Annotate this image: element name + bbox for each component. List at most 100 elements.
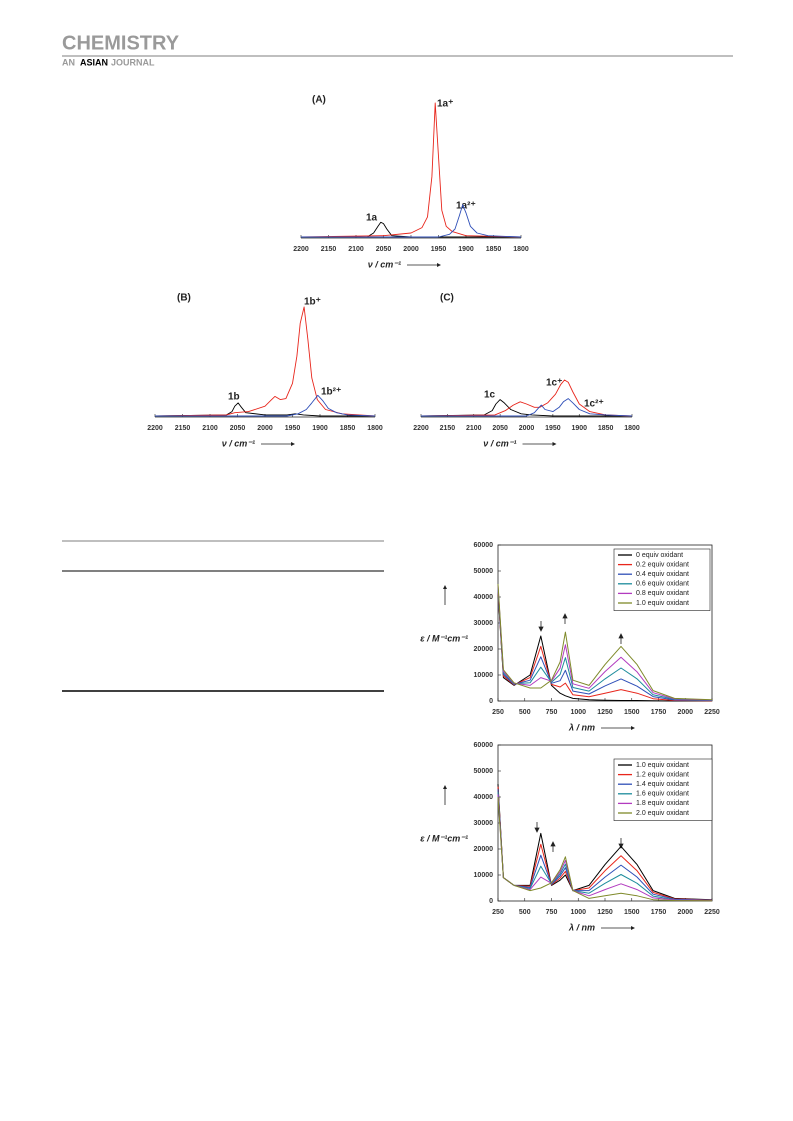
x-tick-label: 1900 <box>312 425 328 432</box>
y-tick-label: 20000 <box>474 646 494 653</box>
y-axis-label: ε / M⁻¹cm⁻¹ <box>420 833 468 843</box>
x-tick-label: 750 <box>546 709 558 716</box>
x-tick-label: 2000 <box>519 425 535 432</box>
legend-label: 0.2 equiv oxidant <box>636 561 689 568</box>
x-tick-label: 1800 <box>367 425 383 432</box>
legend-label: 1.4 equiv oxidant <box>636 781 689 788</box>
x-axis-label: λ / nm <box>568 922 595 932</box>
x-tick-label: 1850 <box>598 425 614 432</box>
y-tick-label: 40000 <box>474 594 494 601</box>
spectrum-line <box>420 399 632 417</box>
y-tick-label: 40000 <box>474 794 494 801</box>
legend-label: 0.8 equiv oxidant <box>636 590 689 597</box>
peak-label: 1a <box>366 213 378 224</box>
x-tick-label: 1800 <box>513 246 529 253</box>
x-axis-label: ν / cm⁻¹ <box>483 438 516 448</box>
journal-title: CHEMISTRY <box>62 32 180 54</box>
x-tick-label: 1750 <box>651 909 667 916</box>
spectrum-line <box>155 394 376 417</box>
x-tick-label: 1250 <box>597 709 613 716</box>
label-arrow-head <box>443 585 447 589</box>
x-tick-label: 2000 <box>403 246 419 253</box>
x-tick-label: 500 <box>519 909 531 916</box>
y-tick-label: 50000 <box>474 568 494 575</box>
x-tick-label: 2050 <box>230 425 246 432</box>
x-tick-label: 1750 <box>651 709 667 716</box>
legend-label: 2.0 equiv oxidant <box>636 810 689 817</box>
journal-sub: JOURNAL <box>111 57 155 67</box>
peak-label: 1c <box>484 390 496 401</box>
journal-sub: AN <box>62 57 75 67</box>
x-tick-label: 250 <box>492 709 504 716</box>
x-tick-label: 1850 <box>340 425 356 432</box>
x-tick-label: 2150 <box>175 425 191 432</box>
y-tick-label: 10000 <box>474 672 494 679</box>
spectrum-line <box>497 583 713 701</box>
x-tick-label: 2000 <box>257 425 273 432</box>
spectrum-line <box>497 585 713 701</box>
label-arrow-head <box>291 442 295 446</box>
x-tick-label: 1000 <box>570 909 586 916</box>
y-tick-label: 30000 <box>474 620 494 627</box>
x-tick-label: 2100 <box>202 425 218 432</box>
legend-box <box>613 548 711 611</box>
x-tick-label: 1250 <box>597 909 613 916</box>
x-tick-label: 1850 <box>486 246 502 253</box>
label-arrow-head <box>443 785 447 789</box>
journal-sub-bold: ASIAN <box>80 57 108 67</box>
x-tick-label: 1950 <box>431 246 447 253</box>
legend-label: 1.2 equiv oxidant <box>636 771 689 778</box>
spectrum-line <box>420 379 633 417</box>
peak-label: 1c²⁺ <box>584 399 604 410</box>
legend-box <box>613 758 713 821</box>
y-tick-label: 20000 <box>474 846 494 853</box>
spectrum-line <box>497 588 713 701</box>
x-tick-label: 750 <box>546 909 558 916</box>
x-tick-label: 2150 <box>321 246 337 253</box>
x-tick-label: 2050 <box>376 246 392 253</box>
peak-label: 1c⁺ <box>546 378 562 389</box>
label-arrow-head <box>437 263 441 267</box>
x-axis-label: λ / nm <box>568 722 595 732</box>
y-axis-label: ε / M⁻¹cm⁻¹ <box>420 633 468 643</box>
peak-label: 1b²⁺ <box>321 387 341 398</box>
spectrum-line <box>301 204 522 238</box>
y-tick-label: 10000 <box>474 872 494 879</box>
x-axis-label: ν / cm⁻¹ <box>368 259 401 269</box>
x-tick-label: 2050 <box>492 425 508 432</box>
legend-label: 0.6 equiv oxidant <box>636 581 689 588</box>
panel-label: (A) <box>312 95 326 106</box>
peak-label: 1a⁺ <box>437 99 453 110</box>
x-tick-label: 2200 <box>293 246 309 253</box>
spectrum-line <box>497 590 713 702</box>
x-tick-label: 2200 <box>147 425 163 432</box>
x-tick-label: 2100 <box>466 425 482 432</box>
x-tick-label: 1500 <box>624 709 640 716</box>
y-tick-label: 60000 <box>474 742 494 749</box>
x-tick-label: 2150 <box>440 425 456 432</box>
y-tick-label: 50000 <box>474 768 494 775</box>
spectrum-line <box>497 587 713 701</box>
legend-label: 1.6 equiv oxidant <box>636 791 689 798</box>
peak-label: 1b <box>228 392 240 403</box>
spectrum-line <box>497 591 712 702</box>
y-tick-label: 0 <box>489 698 493 705</box>
spectrum-line <box>154 306 376 417</box>
x-tick-label: 2000 <box>677 709 693 716</box>
x-tick-label: 1500 <box>624 909 640 916</box>
x-tick-label: 1900 <box>458 246 474 253</box>
x-tick-label: 1900 <box>571 425 587 432</box>
peak-label: 1a²⁺ <box>456 201 476 212</box>
spectrum-line <box>301 221 521 238</box>
x-tick-label: 1000 <box>570 709 586 716</box>
legend-label: 1.0 equiv oxidant <box>636 600 689 607</box>
x-tick-label: 1950 <box>285 425 301 432</box>
change-arrows <box>534 613 624 852</box>
panel-label: (B) <box>177 293 191 304</box>
spectrum-line <box>154 402 375 417</box>
peak-label: 1b⁺ <box>304 297 321 308</box>
label-arrow-head <box>552 442 557 446</box>
x-tick-label: 250 <box>492 909 504 916</box>
